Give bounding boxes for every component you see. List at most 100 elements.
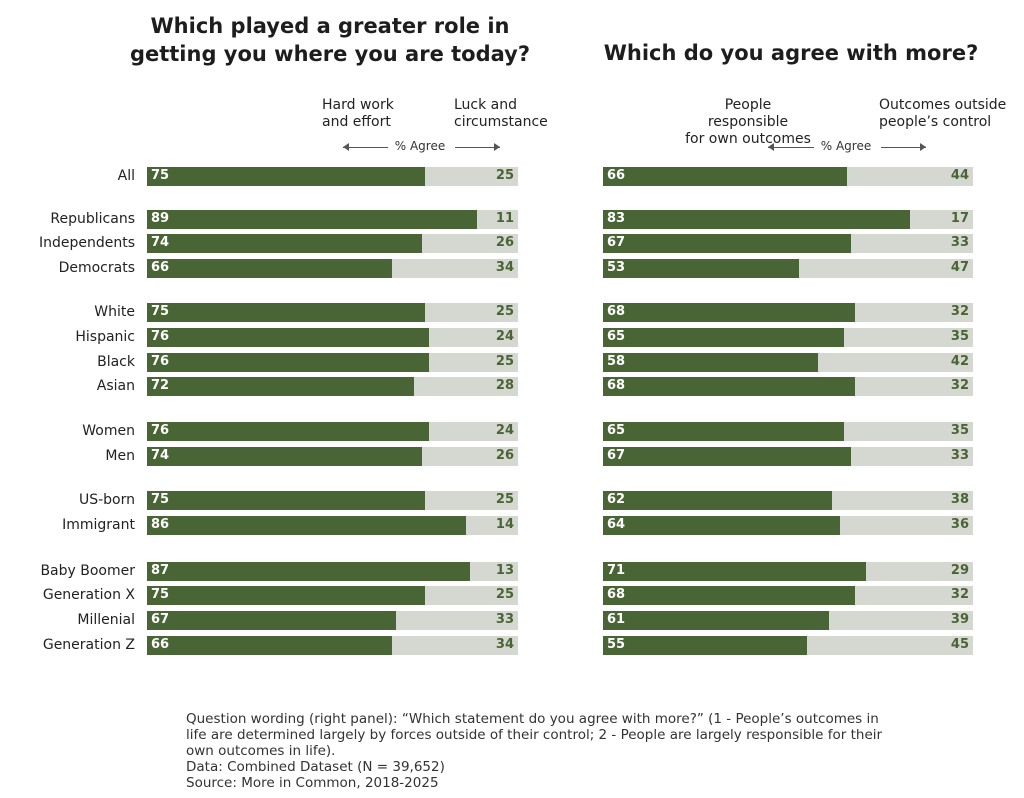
arrow-head [343, 143, 349, 151]
value-label: 38 [950, 491, 969, 507]
value-label: 32 [950, 377, 969, 393]
value-label: 75 [151, 586, 170, 602]
bar-segment [425, 585, 518, 605]
value-label: 89 [151, 210, 170, 226]
bar-segment [421, 233, 518, 253]
value-label: 76 [151, 422, 170, 438]
bar-segment [425, 302, 518, 322]
arrow-head [920, 143, 926, 151]
value-label: 32 [950, 586, 969, 602]
value-label: 62 [607, 491, 626, 507]
arrow-line [455, 147, 500, 148]
bar-segment [865, 561, 973, 581]
value-label: 11 [495, 210, 514, 226]
arrow-line [343, 147, 388, 148]
bar-segment [147, 233, 422, 253]
value-label: 45 [950, 636, 969, 652]
bar-segment [603, 446, 851, 466]
bar-segment [147, 209, 478, 229]
value-label: 34 [495, 636, 514, 652]
bar-segment [428, 327, 518, 347]
axis-label: % Agree [820, 139, 872, 153]
category-label: Immigrant [62, 516, 135, 533]
value-label: 67 [151, 611, 170, 627]
bar-segment [603, 376, 855, 396]
bar-segment [425, 490, 518, 510]
value-label: 32 [950, 303, 969, 319]
category-label: Millenial [77, 611, 135, 628]
value-label: 67 [607, 447, 626, 463]
value-label: 65 [607, 422, 626, 438]
bar-segment [469, 561, 518, 581]
bar-segment [603, 515, 840, 535]
bar-segment [603, 610, 829, 630]
value-label: 76 [151, 353, 170, 369]
category-label: Republicans [50, 210, 135, 227]
value-label: 66 [607, 167, 626, 183]
bar-segment [817, 352, 973, 372]
category-label: Independents [38, 234, 135, 251]
bar-segment [843, 327, 973, 347]
value-label: 66 [151, 636, 170, 652]
bar-segment [147, 490, 426, 510]
category-label: Women [82, 422, 135, 439]
bar-segment [603, 585, 855, 605]
bar-segment [477, 209, 518, 229]
value-label: 28 [495, 377, 514, 393]
bar-segment [806, 635, 973, 655]
category-label: Generation Z [42, 636, 135, 653]
value-label: 34 [495, 259, 514, 275]
axis-label: % Agree [394, 139, 446, 153]
bar-segment [147, 561, 470, 581]
bar-segment [832, 490, 973, 510]
value-label: 33 [950, 234, 969, 250]
value-label: 35 [950, 328, 969, 344]
value-label: 35 [950, 422, 969, 438]
value-label: 68 [607, 303, 626, 319]
bar-segment [147, 610, 396, 630]
legend-label: Hard work and effort [322, 97, 394, 130]
bar-segment [603, 233, 851, 253]
value-label: 29 [950, 562, 969, 578]
bar-segment [603, 209, 911, 229]
notes: Question wording (right panel): “Which s… [186, 711, 883, 791]
bar-segment [810, 166, 973, 186]
category-label: All [117, 167, 135, 184]
value-label: 72 [151, 377, 170, 393]
bar-segment [843, 421, 973, 441]
bar-segment [147, 515, 467, 535]
bar-segment [147, 166, 426, 186]
value-label: 25 [495, 491, 514, 507]
value-label: 65 [607, 328, 626, 344]
category-label: Baby Boomer [40, 562, 135, 579]
value-label: 39 [950, 611, 969, 627]
category-label: US-born [78, 491, 135, 508]
bar-segment [147, 585, 426, 605]
value-label: 67 [607, 234, 626, 250]
bar-segment [395, 610, 518, 630]
bar-segment [603, 327, 844, 347]
bar-segment [147, 302, 426, 322]
value-label: 25 [495, 586, 514, 602]
value-label: 36 [950, 516, 969, 532]
bar-segment [425, 352, 518, 372]
bar-segment [603, 302, 855, 322]
arrow-head [494, 143, 500, 151]
bar-segment [147, 258, 392, 278]
bar-segment [603, 561, 866, 581]
bar-segment [603, 421, 844, 441]
bar-segment [854, 376, 973, 396]
category-label: Democrats [58, 259, 135, 276]
value-label: 47 [950, 259, 969, 275]
bar-segment [603, 490, 833, 510]
value-label: 87 [151, 562, 170, 578]
value-label: 13 [495, 562, 514, 578]
value-label: 75 [151, 491, 170, 507]
bar-segment [603, 258, 800, 278]
value-label: 75 [151, 303, 170, 319]
value-label: 74 [151, 447, 170, 463]
bar-segment [850, 233, 973, 253]
bar-segment [147, 635, 392, 655]
category-label: Asian [96, 377, 135, 394]
